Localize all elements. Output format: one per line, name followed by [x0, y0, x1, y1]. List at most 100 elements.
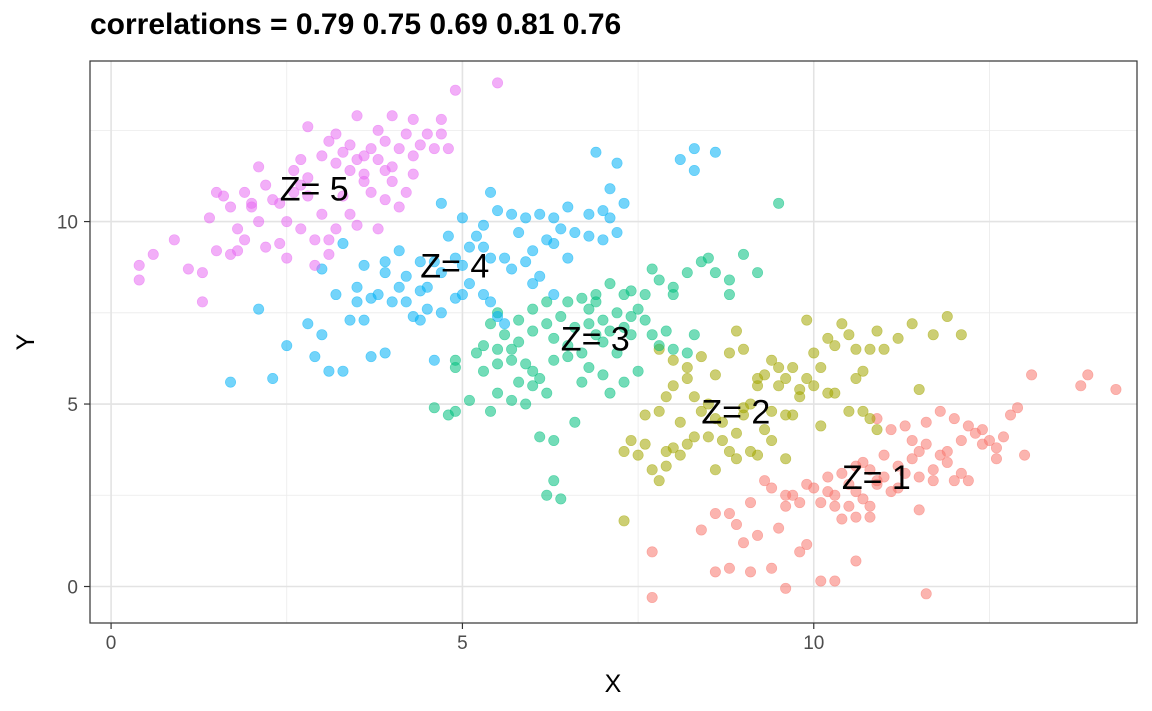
data-point [759, 475, 771, 487]
data-point [857, 405, 869, 417]
data-point [309, 234, 321, 246]
data-point [801, 314, 813, 326]
data-point [1110, 383, 1122, 395]
data-point [906, 318, 918, 330]
data-point [787, 362, 799, 374]
data-point [836, 467, 848, 479]
data-point [323, 365, 335, 377]
data-point [850, 511, 862, 523]
data-point [639, 289, 651, 301]
series-group [618, 310, 967, 527]
data-point [513, 336, 525, 348]
data-point [766, 354, 778, 366]
data-point [232, 245, 244, 257]
data-point [302, 318, 314, 330]
data-point [597, 369, 609, 381]
data-point [955, 435, 967, 447]
data-point [527, 303, 539, 315]
data-point [850, 343, 862, 355]
data-point [759, 424, 771, 436]
data-point [133, 259, 145, 271]
data-point [541, 318, 553, 330]
data-point [351, 110, 363, 122]
data-point [274, 237, 286, 249]
data-point [274, 197, 286, 209]
data-point [871, 325, 883, 337]
data-point [358, 314, 370, 326]
data-point [667, 289, 679, 301]
data-point [203, 212, 215, 224]
data-point [196, 267, 208, 279]
plot-panel [90, 61, 1137, 623]
data-point [794, 391, 806, 403]
group-label: Z= 5 [280, 171, 349, 209]
data-point [583, 362, 595, 374]
data-point [723, 562, 735, 574]
data-point [716, 435, 728, 447]
data-point [379, 347, 391, 359]
data-point [632, 365, 644, 377]
data-point [400, 186, 412, 198]
data-point [281, 252, 293, 264]
x-axis-title: X [605, 670, 622, 698]
data-point [702, 431, 714, 443]
data-point [815, 497, 827, 509]
data-point [688, 329, 700, 341]
data-point [548, 332, 560, 344]
series-group [225, 143, 721, 388]
data-point [576, 376, 588, 388]
data-point [660, 445, 672, 457]
data-point [470, 347, 482, 359]
data-point [569, 321, 581, 333]
data-point [611, 307, 623, 319]
data-point [407, 150, 419, 162]
data-point [379, 256, 391, 268]
data-point [499, 329, 511, 341]
data-point [723, 274, 735, 286]
data-point [864, 511, 876, 523]
data-point [962, 475, 974, 487]
data-point [920, 416, 932, 428]
data-point [857, 365, 869, 377]
data-point [133, 274, 145, 286]
data-point [646, 263, 658, 275]
data-point [302, 172, 314, 184]
data-point [709, 508, 721, 520]
data-point [562, 296, 574, 308]
data-point [899, 420, 911, 432]
data-point [555, 493, 567, 505]
data-point [590, 329, 602, 341]
data-point [674, 449, 686, 461]
data-point [386, 175, 398, 187]
data-point [829, 500, 841, 512]
data-point [920, 588, 932, 600]
data-point [358, 150, 370, 162]
data-point [428, 143, 440, 155]
data-point [646, 464, 658, 476]
data-point [527, 245, 539, 257]
data-point [857, 456, 869, 468]
data-point [548, 354, 560, 366]
data-point [773, 380, 785, 392]
data-point [646, 591, 658, 603]
data-point [393, 281, 405, 293]
data-point [955, 467, 967, 479]
data-point [527, 365, 539, 377]
data-point [780, 453, 792, 465]
data-point [351, 296, 363, 308]
data-point [267, 372, 279, 384]
data-point [913, 383, 925, 395]
data-point [323, 135, 335, 147]
data-point [260, 179, 272, 191]
data-point [302, 190, 314, 202]
data-point [878, 449, 890, 461]
data-point [948, 413, 960, 425]
data-point [639, 409, 651, 421]
data-point [232, 223, 244, 235]
data-point [365, 186, 377, 198]
data-point [955, 329, 967, 341]
data-point [604, 183, 616, 195]
data-point [618, 289, 630, 301]
data-point [316, 150, 328, 162]
data-point [990, 442, 1002, 454]
